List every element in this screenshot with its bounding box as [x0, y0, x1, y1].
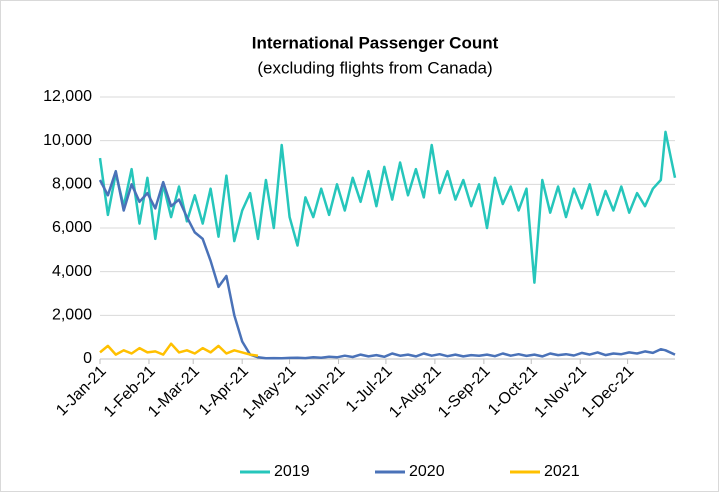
y-tick-label: 8,000	[52, 176, 92, 193]
y-tick-label: 4,000	[52, 263, 92, 280]
y-tick-label: 0	[83, 350, 92, 367]
y-tick-label: 10,000	[43, 132, 92, 149]
series-line	[98, 130, 677, 284]
series-line	[98, 169, 676, 360]
chart-subtitle: (excluding flights from Canada)	[257, 58, 492, 77]
legend-label: 2020	[409, 463, 445, 480]
series-line	[99, 342, 259, 357]
chart-title: International Passenger Count	[252, 33, 499, 52]
y-tick-label: 6,000	[52, 219, 92, 236]
legend-label: 2021	[544, 463, 580, 480]
legend-label: 2019	[274, 463, 310, 480]
y-tick-label: 12,000	[43, 88, 92, 105]
y-tick-label: 2,000	[52, 307, 92, 324]
